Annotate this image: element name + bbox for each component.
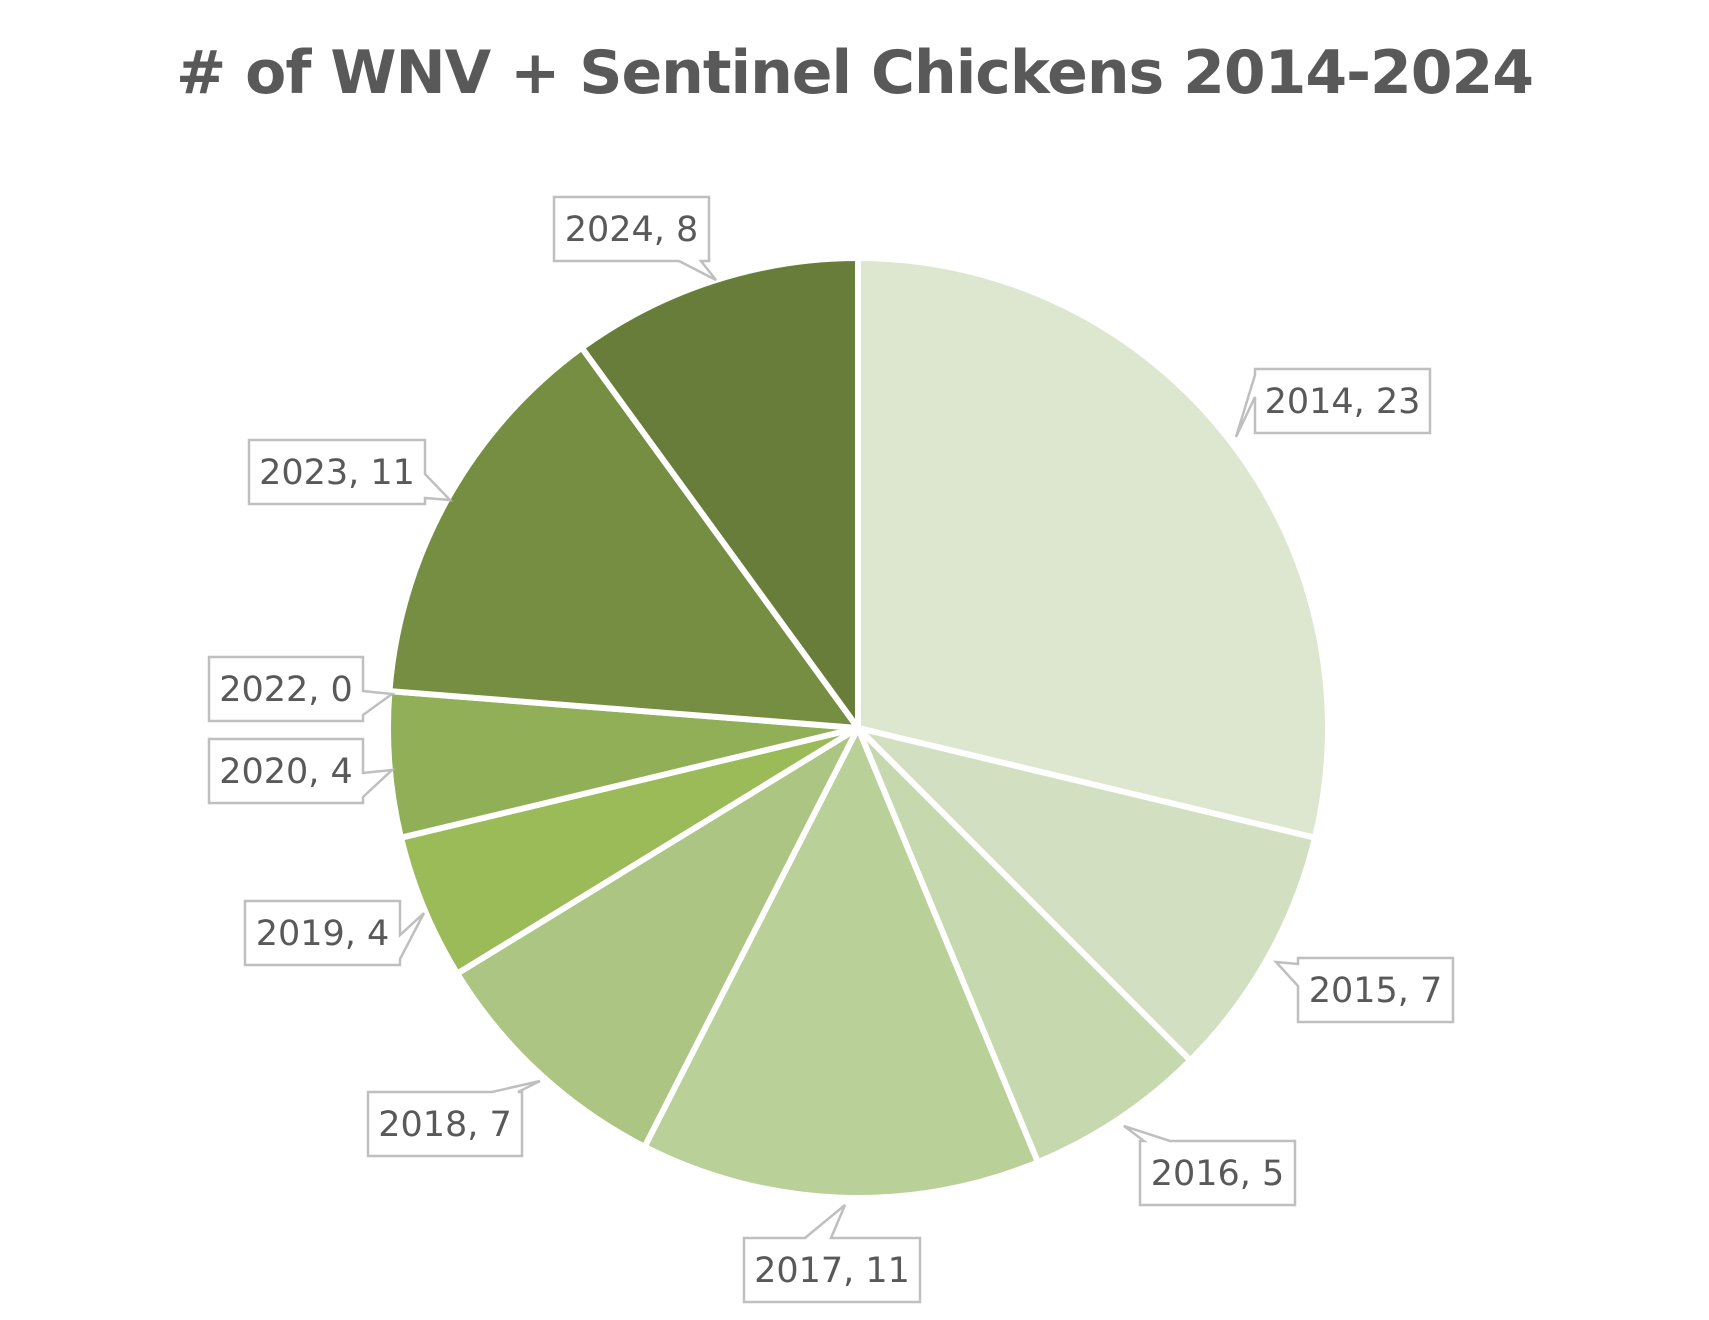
data-label-box xyxy=(207,737,396,805)
pie-slices xyxy=(385,255,1331,1201)
pie-slice-2016 xyxy=(855,725,1194,1166)
pie-slice-2014 xyxy=(855,255,1331,841)
data-labels: 2014, 23 2015, 7 2016, 5 2017, 11 2018, 7 201… xyxy=(207,195,1455,1304)
data-label-text: 2018, 7 xyxy=(378,1105,512,1145)
data-label-text: 2022, 0 xyxy=(219,670,353,710)
data-label-box xyxy=(742,1204,922,1304)
data-label-box xyxy=(1123,1124,1297,1207)
data-label-2019: 2019, 4 xyxy=(243,899,426,967)
data-label-text: 2017, 11 xyxy=(754,1251,910,1291)
data-label-box xyxy=(552,195,717,282)
data-label-2020: 2020, 4 xyxy=(207,737,396,805)
data-label-text: 2016, 5 xyxy=(1151,1154,1285,1194)
data-label-text: 2023, 11 xyxy=(259,453,415,493)
data-label-2016: 2016, 5 xyxy=(1123,1124,1297,1207)
pie-slice-2015 xyxy=(855,725,1319,1064)
data-label-text: 2015, 7 xyxy=(1309,971,1443,1011)
chart-title: # of WNV + Sentinel Chickens 2014-2024 xyxy=(175,38,1534,108)
data-label-text: 2020, 4 xyxy=(219,752,353,792)
pie-slice-2024 xyxy=(578,255,861,731)
data-label-2017: 2017, 11 xyxy=(742,1204,922,1304)
data-label-2015: 2015, 7 xyxy=(1272,956,1455,1024)
pie-slice-2018 xyxy=(454,725,861,1150)
pie-slice-2017 xyxy=(641,725,1041,1201)
data-label-2018: 2018, 7 xyxy=(366,1079,541,1158)
data-label-box xyxy=(207,655,396,723)
data-label-box xyxy=(243,899,426,967)
data-label-text: 2019, 4 xyxy=(256,914,390,954)
data-label-2024: 2024, 8 xyxy=(552,195,717,282)
data-label-text: 2024, 8 xyxy=(565,210,699,250)
data-label-2022: 2022, 0 xyxy=(207,655,396,723)
data-label-2023: 2023, 11 xyxy=(247,438,454,506)
data-label-text: 2014, 23 xyxy=(1265,382,1421,422)
data-label-box xyxy=(1272,956,1455,1024)
data-label-box xyxy=(366,1079,541,1158)
data-label-box xyxy=(247,438,454,506)
data-label-box xyxy=(1234,367,1432,438)
data-label-2014: 2014, 23 xyxy=(1234,367,1432,438)
